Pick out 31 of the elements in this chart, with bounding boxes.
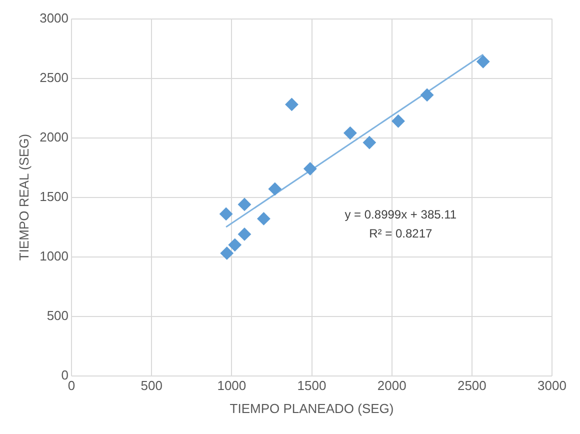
y-tick-label: 1500 [40,188,69,204]
point [257,212,270,226]
y-tick-label: 2500 [40,70,69,85]
point [304,162,317,176]
y-tick-label: 2000 [40,129,69,144]
x-tick-label: 2500 [457,378,486,394]
x-tick-label: 1500 [297,378,326,394]
x-tick-label: 3000 [538,378,566,394]
point [228,238,242,252]
point [476,55,490,68]
y-tick-label: 500 [46,308,69,323]
point [285,98,298,111]
point [220,246,234,260]
y-axis-title: TIEMPO REAL (SEG) [16,134,32,261]
y-tick-label: 1000 [40,248,69,264]
y-tick-label: 3000 [40,10,69,26]
x-tick-label: 2000 [377,378,406,394]
point [362,136,376,150]
annotation: y = 0.8999x + 385.11 [344,208,457,222]
x-tick-label: 500 [140,378,162,394]
point [344,126,357,140]
y-tick-label: 0 [61,367,69,382]
point [268,182,282,196]
x-tick-label: 1000 [217,378,246,394]
point [420,88,434,102]
point [238,228,251,241]
annotation: R² = 0.8217 [369,226,432,241]
point [238,198,251,211]
x-axis-title: TIEMPO PLANEADO (SEG) [230,400,394,416]
point [392,114,405,128]
point [220,207,233,220]
